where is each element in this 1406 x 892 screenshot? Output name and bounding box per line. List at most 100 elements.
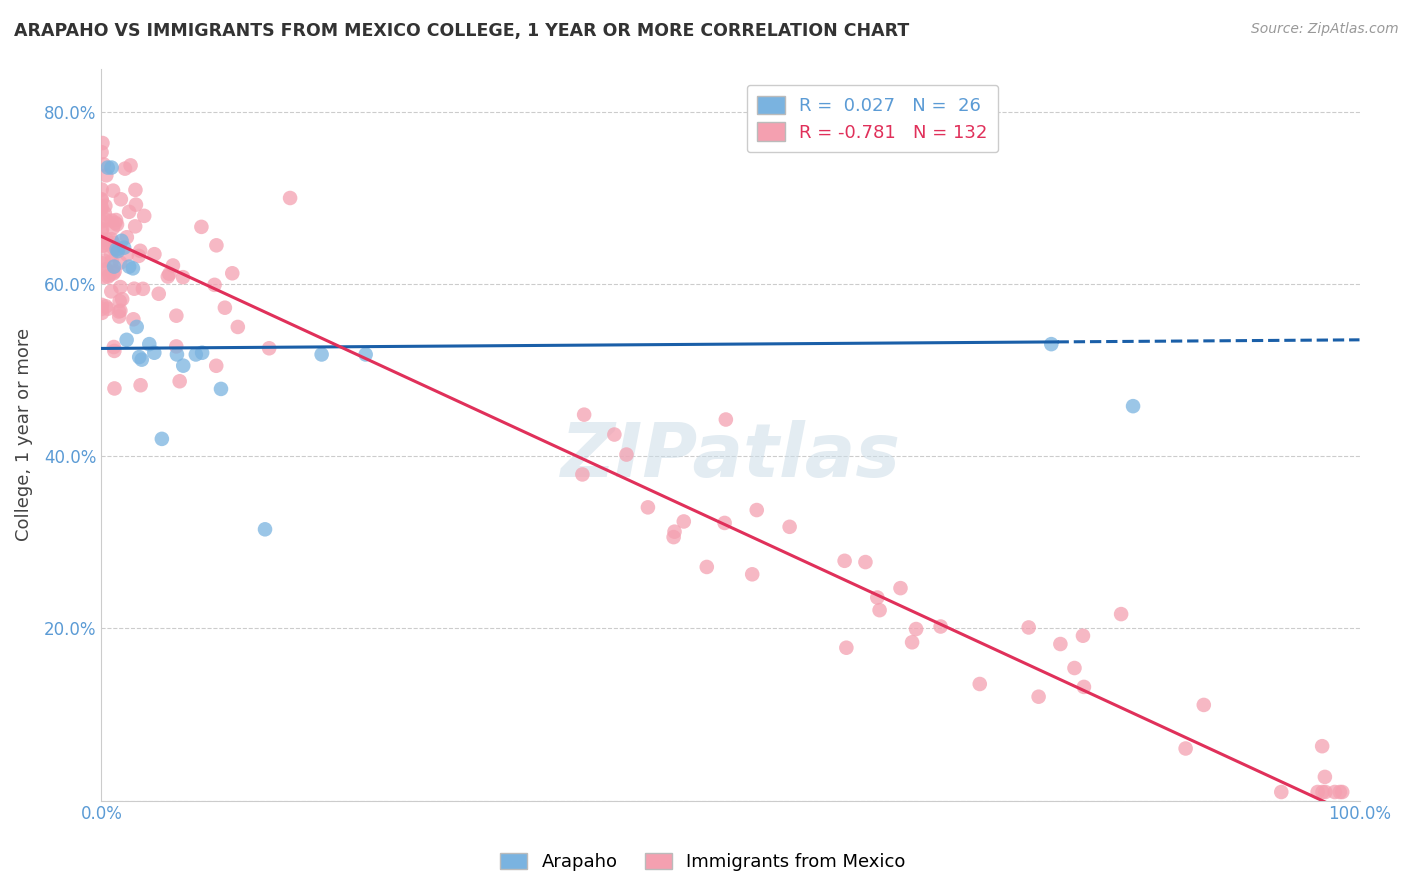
Point [138, 337, 160, 351]
Point [1109, 607, 1132, 621]
Point [101, 235, 124, 250]
Point [969, 677, 991, 691]
Point [103, 264, 125, 278]
Point [101, 184, 124, 198]
Point [90, 193, 112, 207]
Point [122, 312, 145, 326]
Point [278, 191, 301, 205]
Point [165, 339, 187, 353]
Point [150, 432, 173, 446]
Point [226, 320, 249, 334]
Point [90, 224, 112, 238]
Point [696, 560, 718, 574]
Point [91, 306, 114, 320]
Point [664, 524, 686, 539]
Point [1270, 785, 1292, 799]
Point [115, 333, 138, 347]
Point [114, 161, 136, 176]
Point [103, 241, 125, 255]
Point [124, 219, 146, 234]
Point [100, 254, 122, 268]
Point [115, 247, 138, 261]
Point [1049, 637, 1071, 651]
Point [90, 214, 112, 228]
Point [91, 222, 114, 236]
Point [90, 182, 112, 196]
Point [1073, 680, 1095, 694]
Point [94, 206, 117, 220]
Point [713, 516, 735, 530]
Point [869, 603, 891, 617]
Point [129, 244, 152, 258]
Point [100, 247, 122, 261]
Point [91, 136, 114, 150]
Point [866, 591, 889, 605]
Legend: R =  0.027   N =  26, R = -0.781   N = 132: R = 0.027 N = 26, R = -0.781 N = 132 [747, 85, 998, 153]
Point [1028, 690, 1050, 704]
Point [662, 530, 685, 544]
Point [1192, 698, 1215, 712]
Point [205, 359, 228, 373]
Point [157, 267, 180, 281]
Point [98, 268, 121, 282]
Point [93, 270, 115, 285]
Point [889, 581, 911, 595]
Point [1310, 739, 1333, 754]
Point [253, 522, 276, 536]
Point [714, 412, 737, 426]
Point [90, 145, 112, 160]
Legend: Arapaho, Immigrants from Mexico: Arapaho, Immigrants from Mexico [494, 846, 912, 879]
Point [110, 303, 132, 318]
Point [172, 359, 194, 373]
Point [166, 347, 188, 361]
Point [1306, 785, 1329, 799]
Y-axis label: College, 1 year or more: College, 1 year or more [15, 328, 32, 541]
Point [205, 238, 228, 252]
Text: ARAPAHO VS IMMIGRANTS FROM MEXICO COLLEGE, 1 YEAR OR MORE CORRELATION CHART: ARAPAHO VS IMMIGRANTS FROM MEXICO COLLEG… [14, 22, 910, 40]
Point [162, 259, 184, 273]
Point [221, 266, 243, 280]
Point [103, 343, 125, 358]
Point [107, 244, 129, 259]
Point [929, 619, 952, 633]
Point [110, 192, 132, 206]
Point [1122, 399, 1144, 413]
Point [100, 285, 122, 299]
Point [94, 199, 117, 213]
Point [100, 213, 122, 227]
Point [105, 218, 128, 232]
Point [1174, 741, 1197, 756]
Point [90, 301, 112, 316]
Point [125, 319, 148, 334]
Point [90, 256, 112, 270]
Point [148, 286, 170, 301]
Point [97, 269, 120, 284]
Point [94, 262, 117, 277]
Point [131, 352, 153, 367]
Point [745, 503, 768, 517]
Point [1071, 629, 1094, 643]
Point [94, 235, 117, 250]
Point [1040, 337, 1063, 351]
Point [118, 260, 141, 274]
Point [165, 309, 187, 323]
Point [91, 239, 114, 253]
Point [103, 381, 125, 395]
Point [91, 238, 114, 252]
Point [97, 161, 120, 175]
Point [1018, 620, 1040, 634]
Point [128, 249, 150, 263]
Point [110, 255, 132, 269]
Point [103, 340, 125, 354]
Point [184, 347, 207, 361]
Text: Source: ZipAtlas.com: Source: ZipAtlas.com [1251, 22, 1399, 37]
Point [1329, 785, 1351, 799]
Point [90, 202, 112, 216]
Point [128, 350, 150, 364]
Point [1331, 785, 1354, 799]
Point [120, 158, 142, 172]
Point [311, 347, 333, 361]
Point [108, 304, 131, 318]
Point [122, 282, 145, 296]
Point [1063, 661, 1085, 675]
